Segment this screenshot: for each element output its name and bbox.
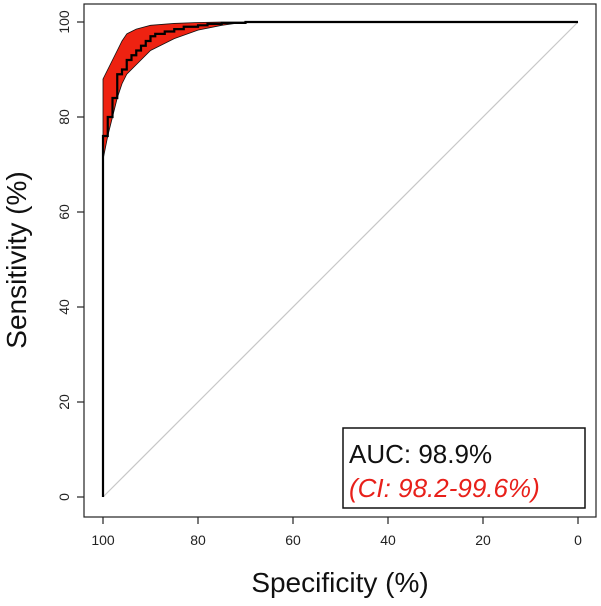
roc-curve-line	[101, 20, 578, 497]
y-tick-label: 40	[56, 299, 72, 315]
roc-curve-layer	[101, 20, 578, 497]
x-axis-ticks: 100 80 60 40 20 0	[91, 517, 582, 548]
y-axis-ticks: 0 20 40 60 80 100	[56, 10, 84, 501]
y-axis-title: Sensitivity (%)	[1, 171, 32, 348]
auc-value-label: AUC: 98.9%	[349, 439, 492, 469]
x-tick-label: 60	[285, 532, 301, 548]
auc-annotation-frame	[342, 427, 586, 509]
x-tick-label: 40	[380, 532, 396, 548]
x-axis-title: Specificity (%)	[251, 567, 428, 598]
auc-annotation-box: AUC: 98.9% (CI: 98.2-99.6%)	[342, 427, 586, 509]
reference-line-layer	[102, 21, 579, 498]
x-tick-label: 100	[91, 532, 115, 548]
x-tick-label: 0	[574, 532, 582, 548]
y-tick-label: 100	[56, 10, 72, 34]
y-tick-label: 60	[56, 204, 72, 220]
plot-frame	[83, 3, 597, 518]
reference-diagonal-line	[102, 21, 579, 498]
auc-ci-label: (CI: 98.2-99.6%)	[349, 473, 540, 503]
y-tick-label: 20	[56, 394, 72, 410]
x-tick-label: 20	[475, 532, 491, 548]
x-tick-label: 80	[190, 532, 206, 548]
y-tick-label: 80	[56, 109, 72, 125]
y-tick-label: 0	[56, 493, 72, 501]
